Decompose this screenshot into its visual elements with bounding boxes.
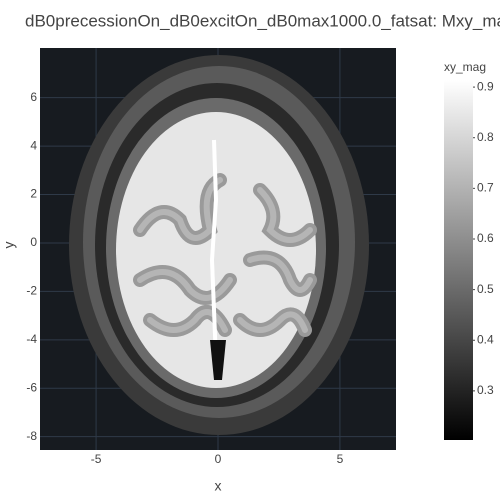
gray-matter-core [137,177,313,333]
colorbar-tick-label: 0.8 [477,130,494,144]
x-tick-label: 0 [215,452,222,466]
colorbar-title: xy_mag [444,60,486,74]
colorbar-tick-label: 0.9 [477,79,494,93]
y-tick-label: 2 [30,187,37,201]
y-tick-label: -6 [26,380,37,394]
y-axis-title: y [1,242,17,249]
colorbar [444,80,473,440]
axes: -5 0 5 -8 -6 -4 -2 0 2 4 6 [26,90,343,466]
colorbar-tick-label: 0.4 [477,332,494,346]
y-tick-label: -4 [26,332,37,346]
brain [116,112,316,388]
heatmap-image [69,55,369,435]
x-tick-label: -5 [91,452,102,466]
y-tick-label: 6 [30,90,37,104]
fissure [210,340,226,380]
midline [209,139,219,361]
colorbar-tick-label: 0.5 [477,282,494,296]
y-tick-label: 0 [30,235,37,249]
x-axis-title: x [215,478,222,494]
x-tick-label: 5 [337,452,344,466]
colorbar-tick-label: 0.7 [477,181,494,195]
y-tick-label: -2 [26,284,37,298]
chart-title: dB0precessionOn_dB0excitOn_dB0max1000.0_… [25,11,500,30]
colorbar-tick-label: 0.6 [477,231,494,245]
y-tick-label: 4 [30,138,37,152]
colorbar-tick-label: 0.3 [477,383,494,397]
y-tick-label: -8 [26,429,37,443]
